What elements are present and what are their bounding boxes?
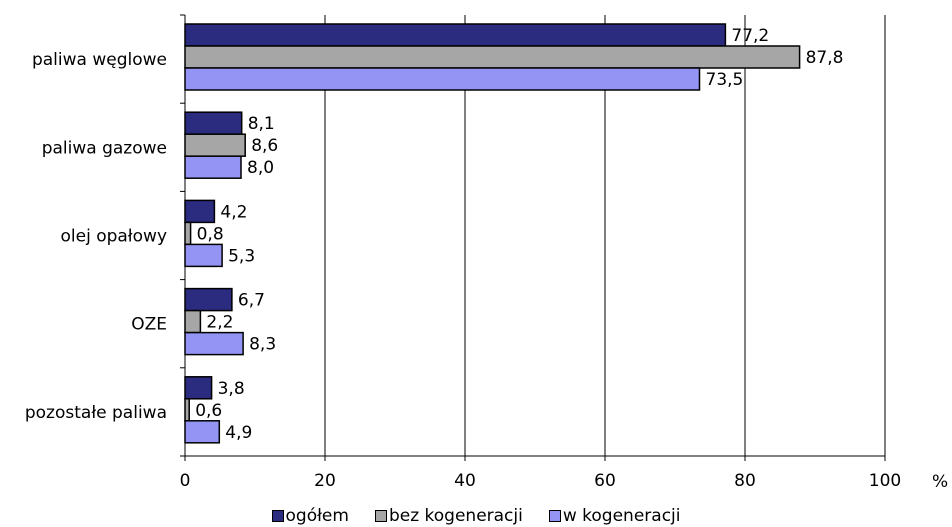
legend-item-ogolem: ogółem — [271, 505, 349, 527]
data-label-bez-kogeneracji-paliwa-gazowe: 8,6 — [251, 136, 278, 156]
bar-w-kogeneracji-oze — [184, 331, 244, 356]
bar-w-kogeneracji-pozostale-paliwa — [184, 420, 221, 444]
data-label-bez-kogeneracji-paliwa-weglowe: 87,8 — [806, 48, 844, 68]
category-label-pozostale-paliwa: pozostałe paliwa — [25, 403, 167, 423]
x-tick-label-80: 80 — [734, 471, 756, 491]
x-tick-label-40: 40 — [454, 471, 476, 491]
data-label-bez-kogeneracji-pozostale-paliwa: 0,6 — [195, 401, 222, 421]
legend-label-ogolem: ogółem — [285, 506, 349, 526]
data-label-ogolem-paliwa-gazowe: 8,1 — [248, 114, 275, 134]
data-label-ogolem-olej-opalowy: 4,2 — [220, 202, 247, 222]
legend: ogółem bez kogeneracji w kogeneracji — [0, 505, 952, 527]
bar-bez-kogeneracji-paliwa-gazowe — [184, 133, 246, 157]
bar-ogolem-olej-opalowy — [184, 199, 216, 224]
bar-ogolem-paliwa-weglowe — [184, 23, 727, 47]
data-label-ogolem-paliwa-weglowe: 77,2 — [731, 26, 769, 46]
data-label-w-kogeneracji-olej-opalowy: 5,3 — [228, 246, 255, 266]
category-label-paliwa-gazowe: paliwa gazowe — [42, 138, 167, 158]
x-tick-label-100: 100 — [869, 471, 901, 491]
data-label-w-kogeneracji-paliwa-weglowe: 73,5 — [706, 70, 744, 90]
legend-swatch-w-kogeneracji — [548, 510, 561, 522]
legend-label-bez-kogeneracji: bez kogeneracji — [388, 506, 523, 526]
bars — [184, 23, 801, 444]
data-label-w-kogeneracji-pozostale-paliwa: 4,9 — [225, 423, 252, 443]
data-label-w-kogeneracji-paliwa-gazowe: 8,0 — [247, 158, 274, 178]
category-label-oze: OZE — [131, 315, 167, 335]
axes: 0 20 40 60 80 100 paliwa węglowe paliwa gazowe o… — [25, 14, 901, 491]
bar-ogolem-pozostale-paliwa — [184, 376, 213, 400]
bar-ogolem-paliwa-gazowe — [184, 111, 243, 135]
x-tick-label-0: 0 — [180, 471, 191, 491]
bar-bez-kogeneracji-pozostale-paliwa — [184, 398, 190, 422]
data-label-bez-kogeneracji-olej-opalowy: 0,8 — [197, 224, 224, 244]
legend-item-w-kogeneracji: w kogeneracji — [548, 505, 681, 527]
data-label-w-kogeneracji-oze: 8,3 — [249, 335, 276, 355]
category-label-paliwa-weglowe: paliwa węglowe — [32, 50, 167, 70]
data-label-ogolem-pozostale-paliwa: 3,8 — [218, 379, 245, 399]
bar-w-kogeneracji-paliwa-weglowe — [184, 67, 701, 91]
data-labels: 77,2 87,8 73,5 8,18,68,0 4,20,85,3 6,72,2 8,3 3… — [195, 26, 843, 443]
bar-ogolem-oze — [184, 287, 233, 312]
data-label-ogolem-oze: 6,7 — [238, 291, 265, 311]
data-label-bez-kogeneracji-oze: 2,2 — [206, 313, 233, 333]
legend-item-bez-kogeneracji: bez kogeneracji — [374, 505, 523, 527]
legend-swatch-bez-kogeneracji — [374, 510, 387, 522]
bar-bez-kogeneracji-paliwa-weglowe — [184, 45, 801, 69]
category-label-olej-opalowy: olej opałowy — [60, 227, 167, 247]
bar-bez-kogeneracji-oze — [184, 309, 202, 334]
bar-bez-kogeneracji-olej-opalowy — [184, 221, 192, 246]
legend-label-w-kogeneracji: w kogeneracji — [562, 506, 681, 526]
x-tick-label-60: 60 — [594, 471, 616, 491]
x-axis-unit: % — [932, 472, 948, 492]
legend-swatch-ogolem — [271, 510, 284, 522]
x-tick-label-20: 20 — [314, 471, 336, 491]
bar-w-kogeneracji-paliwa-gazowe — [184, 155, 242, 179]
bar-w-kogeneracji-olej-opalowy — [184, 243, 223, 268]
